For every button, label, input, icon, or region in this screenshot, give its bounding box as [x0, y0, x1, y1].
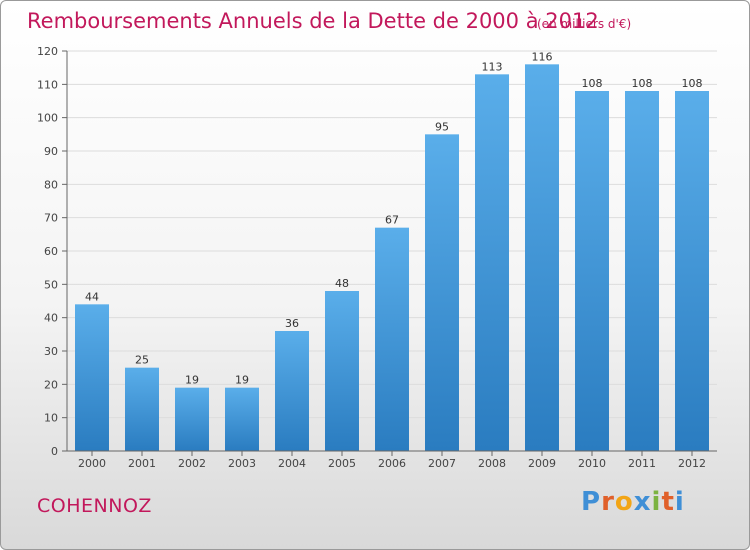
- y-tick-label: 60: [44, 245, 58, 258]
- data-label: 108: [682, 77, 703, 90]
- x-tick-label: 2007: [428, 457, 456, 470]
- data-label: 44: [85, 290, 99, 303]
- bar: [75, 304, 109, 451]
- y-tick-label: 50: [44, 278, 58, 291]
- logo-letter: t: [661, 487, 675, 517]
- x-tick-label: 2012: [678, 457, 706, 470]
- logo-letter: x: [633, 487, 652, 517]
- chart-title: Remboursements Annuels de la Dette de 20…: [27, 9, 599, 33]
- bar: [425, 134, 459, 452]
- data-label: 19: [235, 374, 249, 387]
- bar: [575, 91, 609, 451]
- y-tick-label: 100: [37, 112, 58, 125]
- x-tick-label: 2003: [228, 457, 256, 470]
- commune-name: COHENNOZ: [37, 495, 152, 517]
- bar: [475, 74, 509, 451]
- x-tick-label: 2004: [278, 457, 306, 470]
- proxiti-logo: Proxiti: [581, 487, 685, 517]
- bar: [375, 227, 409, 451]
- y-tick-label: 40: [44, 312, 58, 325]
- bars: 44 25 19 19 36 48 67 95 113 116 108 108 108: [75, 50, 709, 452]
- y-tick-label: 80: [44, 178, 58, 191]
- logo-letter: i: [651, 487, 662, 517]
- x-tick-label: 2008: [478, 457, 506, 470]
- y-tick-label: 70: [44, 212, 58, 225]
- bar: [525, 64, 559, 452]
- x-tick-label: 2005: [328, 457, 356, 470]
- y-tick-label: 110: [37, 78, 58, 91]
- y-tick-label: 120: [37, 45, 58, 58]
- data-label: 36: [285, 317, 299, 330]
- bar: [275, 331, 309, 451]
- data-label: 25: [135, 354, 149, 367]
- bar: [175, 387, 209, 451]
- x-tick-label: 2000: [78, 457, 106, 470]
- y-tick-label: 30: [44, 345, 58, 358]
- bar: [125, 367, 159, 451]
- data-label: 67: [385, 214, 399, 227]
- data-label: 113: [482, 60, 503, 73]
- data-label: 19: [185, 374, 199, 387]
- x-tick-label: 2011: [628, 457, 656, 470]
- data-label: 95: [435, 120, 449, 133]
- logo-letter: o: [614, 487, 634, 517]
- x-axis: 2000 2001 2002 2003 2004 2005 2006 2007 2008 2009…: [67, 450, 717, 470]
- x-tick-label: 2001: [128, 457, 156, 470]
- y-tick-label: 10: [44, 412, 58, 425]
- logo-letter: r: [601, 487, 615, 517]
- data-label: 108: [632, 77, 653, 90]
- y-tick-label: 20: [44, 378, 58, 391]
- bar: [325, 291, 359, 451]
- bar: [625, 91, 659, 451]
- bar: [675, 91, 709, 451]
- y-tick-label: 90: [44, 145, 58, 158]
- y-axis: 0 10 20 30 40 50 60 70 80 90 100 110 120: [37, 45, 68, 458]
- logo-letter: i: [674, 487, 685, 517]
- x-tick-label: 2006: [378, 457, 406, 470]
- data-label: 48: [335, 277, 349, 290]
- data-label: 108: [582, 77, 603, 90]
- y-tick-label: 0: [51, 445, 58, 458]
- logo-letter: P: [581, 487, 602, 517]
- x-tick-label: 2002: [178, 457, 206, 470]
- x-tick-label: 2009: [528, 457, 556, 470]
- x-tick-label: 2010: [578, 457, 606, 470]
- chart-subtitle: (en milliers d'€): [537, 17, 632, 31]
- data-label: 116: [532, 50, 553, 63]
- bar: [225, 387, 259, 451]
